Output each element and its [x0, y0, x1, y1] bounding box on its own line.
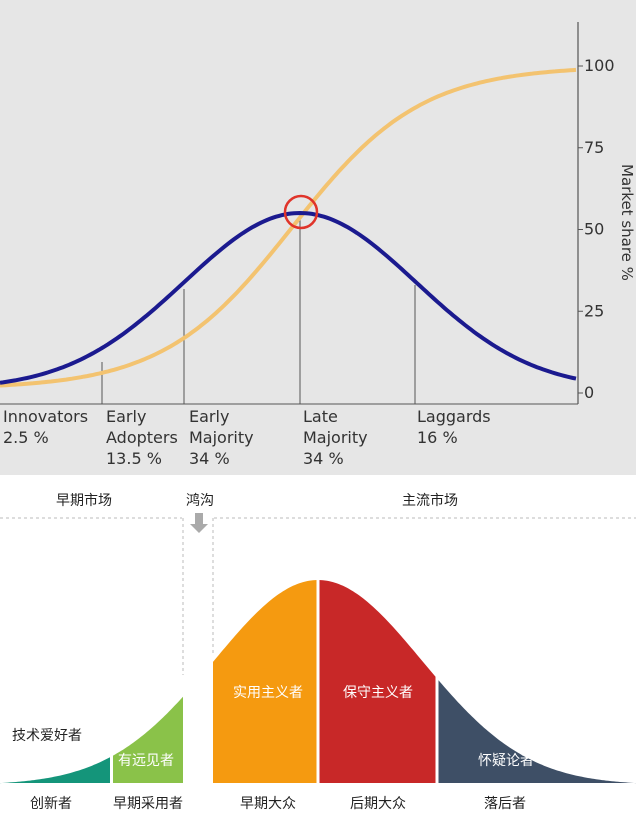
area-early-adopters: [113, 696, 183, 783]
segment-label-early-adopters-1: Early: [106, 407, 146, 426]
y-tick-label: 0: [584, 383, 594, 402]
segment-pct-early-majority: 34 %: [189, 449, 230, 468]
bottom-label-laggards: 落后者: [484, 796, 526, 812]
y-tick-label: 100: [584, 56, 615, 75]
y-axis-title: Market share %: [618, 164, 636, 281]
inner-label-visionaries: 有远见者: [118, 753, 174, 769]
area-early-majority: [213, 580, 317, 783]
adoption-curve-chart: 0 25 50 75 100 Market share % Innovators 2.5…: [0, 0, 636, 475]
area-innovators: [0, 757, 110, 784]
inner-label-skeptics: 怀疑论者: [478, 753, 534, 769]
intersection-highlight-circle: [283, 194, 319, 230]
segment-label-early-majority-2: Majority: [189, 428, 254, 447]
bottom-label-innovators: 创新者: [30, 796, 72, 812]
adoption-bell-curve: [0, 210, 577, 385]
bottom-label-early-adopters: 早期采用者: [113, 796, 183, 812]
cumulative-share-s-curve: [0, 67, 577, 388]
segment-label-early-majority-1: Early: [189, 407, 229, 426]
inner-label-pragmatists: 实用主义者: [233, 685, 303, 701]
segment-label-late-majority-1: Late: [303, 407, 338, 426]
y-tick-label: 50: [584, 220, 604, 239]
y-ticks: 0 25 50 75 100: [578, 56, 615, 402]
early-market-label: 早期市场: [56, 492, 112, 509]
segment-pct-early-adopters: 13.5 %: [106, 449, 162, 468]
segment-label-late-majority-2: Majority: [303, 428, 368, 447]
chasm-arrow-icon: [190, 513, 208, 533]
chasm-chart: 早期市场 鸿沟 主流市场 技术爱好者 有远见者 实用主义者 保守主义者 怀疑论者…: [0, 475, 636, 814]
bottom-label-late-majority: 后期大众: [350, 796, 406, 812]
inner-label-conservatives: 保守主义者: [343, 685, 413, 701]
y-tick-label: 25: [584, 301, 604, 320]
area-laggards: [438, 679, 636, 784]
segment-pct-laggards: 16 %: [417, 428, 458, 447]
segment-pct-late-majority: 34 %: [303, 449, 344, 468]
segment-label-early-adopters-2: Adopters: [106, 428, 178, 447]
segment-label-laggards: Laggards: [417, 407, 491, 426]
chasm-label: 鸿沟: [186, 492, 214, 509]
bottom-label-early-majority: 早期大众: [240, 796, 296, 812]
chart-background: [0, 0, 636, 475]
segment-label-innovators: Innovators: [3, 407, 88, 426]
mainstream-market-label: 主流市场: [402, 492, 458, 509]
segment-pct-innovators: 2.5 %: [3, 428, 49, 447]
inner-label-tech-enthusiasts: 技术爱好者: [12, 728, 82, 744]
area-late-majority: [319, 580, 436, 783]
y-tick-label: 75: [584, 138, 604, 157]
